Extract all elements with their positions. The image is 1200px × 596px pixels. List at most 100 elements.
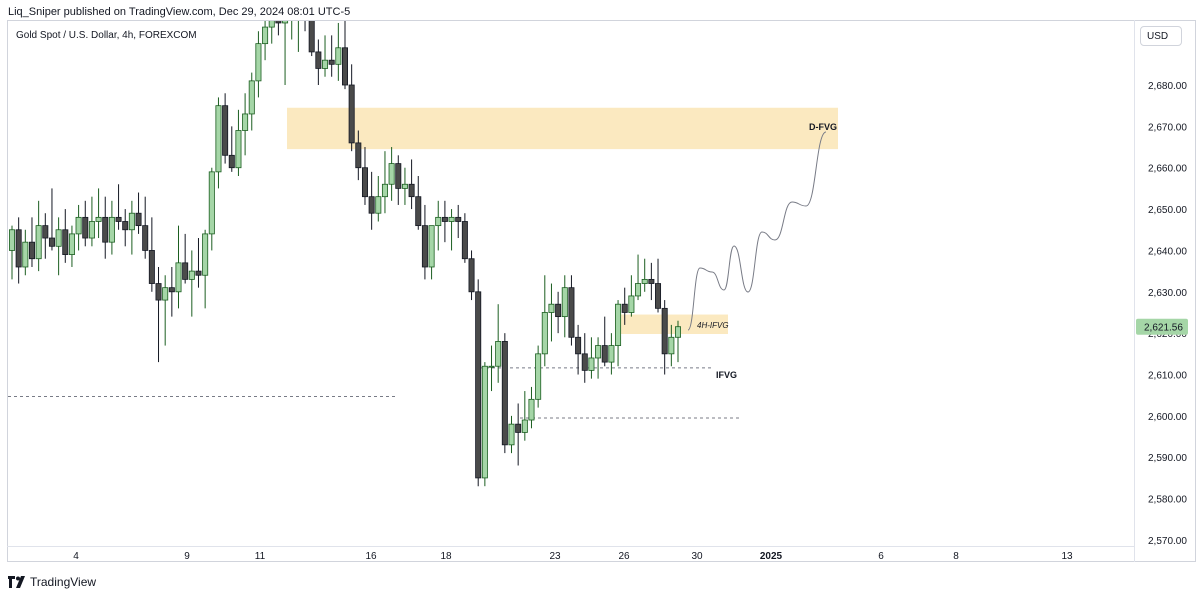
fvg-zone <box>287 107 838 150</box>
x-tick-label: 16 <box>365 551 377 562</box>
candle <box>188 250 195 317</box>
candle-body <box>368 196 375 214</box>
last-price-label: 2,621.56 <box>1144 323 1183 334</box>
candle-body <box>468 258 475 293</box>
y-tick-label: 2,590.00 <box>1148 453 1187 464</box>
x-tick-label: 4 <box>73 551 79 562</box>
candle <box>361 147 368 205</box>
last-price-tag <box>1136 318 1188 335</box>
candle <box>291 21 293 40</box>
candle-body <box>175 262 182 293</box>
candle-body <box>68 233 75 255</box>
candle <box>595 337 602 379</box>
candle-body <box>275 21 282 24</box>
y-tick-label: 2,570.00 <box>1148 536 1187 547</box>
y-tick-label: 2,580.00 <box>1148 495 1187 506</box>
candle-body <box>188 270 195 280</box>
candle-body <box>248 80 255 115</box>
candle <box>222 93 229 164</box>
candle <box>508 415 515 454</box>
candle-body <box>168 287 175 293</box>
candle <box>535 345 542 408</box>
candle-body <box>348 84 355 144</box>
candle <box>575 324 582 375</box>
candle-body <box>568 287 575 338</box>
candle <box>115 184 122 230</box>
candle-body <box>575 336 582 355</box>
candle <box>215 97 222 189</box>
candle-body <box>508 423 515 446</box>
candle <box>628 275 635 317</box>
x-tick-label: 18 <box>440 551 452 562</box>
candle <box>561 275 568 338</box>
price-axis-border <box>1134 20 1135 562</box>
candle <box>615 300 622 367</box>
candle-body <box>148 250 155 284</box>
candle <box>55 217 62 276</box>
candle <box>155 266 162 363</box>
y-tick-label: 2,600.00 <box>1148 412 1187 423</box>
candle <box>268 21 275 44</box>
candle-body <box>108 216 115 243</box>
candle-body <box>142 225 149 251</box>
candle <box>495 304 502 383</box>
x-tick-label: 23 <box>549 551 561 562</box>
y-tick-label: 2,680.00 <box>1148 81 1187 92</box>
candle <box>275 21 282 36</box>
candle-body <box>421 225 428 268</box>
candle-body <box>15 229 22 268</box>
candle <box>297 21 299 52</box>
candle <box>641 258 648 292</box>
annotation-label: 4H-IFVG <box>697 321 729 330</box>
candle <box>488 345 495 392</box>
candle <box>228 126 235 172</box>
candle <box>35 200 42 272</box>
currency-button[interactable]: USD <box>1140 26 1182 46</box>
candle <box>22 229 29 276</box>
candle <box>195 238 202 288</box>
candle-body <box>555 303 562 318</box>
candle-body <box>308 21 315 53</box>
candle-body <box>315 51 322 69</box>
candle-body <box>388 163 395 185</box>
candle <box>428 225 435 280</box>
candle <box>95 188 102 239</box>
candle-body <box>375 196 382 214</box>
candle <box>322 35 329 77</box>
y-tick-label: 2,630.00 <box>1148 288 1187 299</box>
y-tick-label: 2,610.00 <box>1148 371 1187 382</box>
candle <box>348 64 355 152</box>
candle <box>455 204 462 239</box>
candle <box>581 333 588 383</box>
candle <box>304 21 306 32</box>
candle-body <box>455 216 462 222</box>
chart-frame <box>7 20 1196 562</box>
candle-body <box>615 303 622 346</box>
candle-body <box>35 225 42 260</box>
candle <box>668 324 675 367</box>
candle-body <box>255 43 262 82</box>
candle-body <box>328 59 335 65</box>
candle <box>182 233 189 284</box>
candle <box>168 266 175 317</box>
candle <box>381 151 388 214</box>
candle-body <box>282 21 289 24</box>
candle <box>341 21 348 90</box>
candle <box>408 159 415 210</box>
annotation-label: D-FVG <box>809 122 837 132</box>
y-tick-label: 2,640.00 <box>1148 246 1187 257</box>
candle-body <box>88 221 95 239</box>
candle-body <box>48 237 55 247</box>
candle-body <box>548 303 555 313</box>
candle-body <box>335 47 342 65</box>
x-tick-label: 11 <box>255 551 266 562</box>
candle-body <box>428 225 435 268</box>
x-tick-label: 9 <box>184 551 190 562</box>
footer-brand[interactable]: TradingView <box>8 574 96 590</box>
candle-body <box>62 229 69 255</box>
candle <box>242 93 249 156</box>
candle-body <box>355 142 362 169</box>
candle <box>448 209 455 251</box>
candle <box>148 217 155 292</box>
